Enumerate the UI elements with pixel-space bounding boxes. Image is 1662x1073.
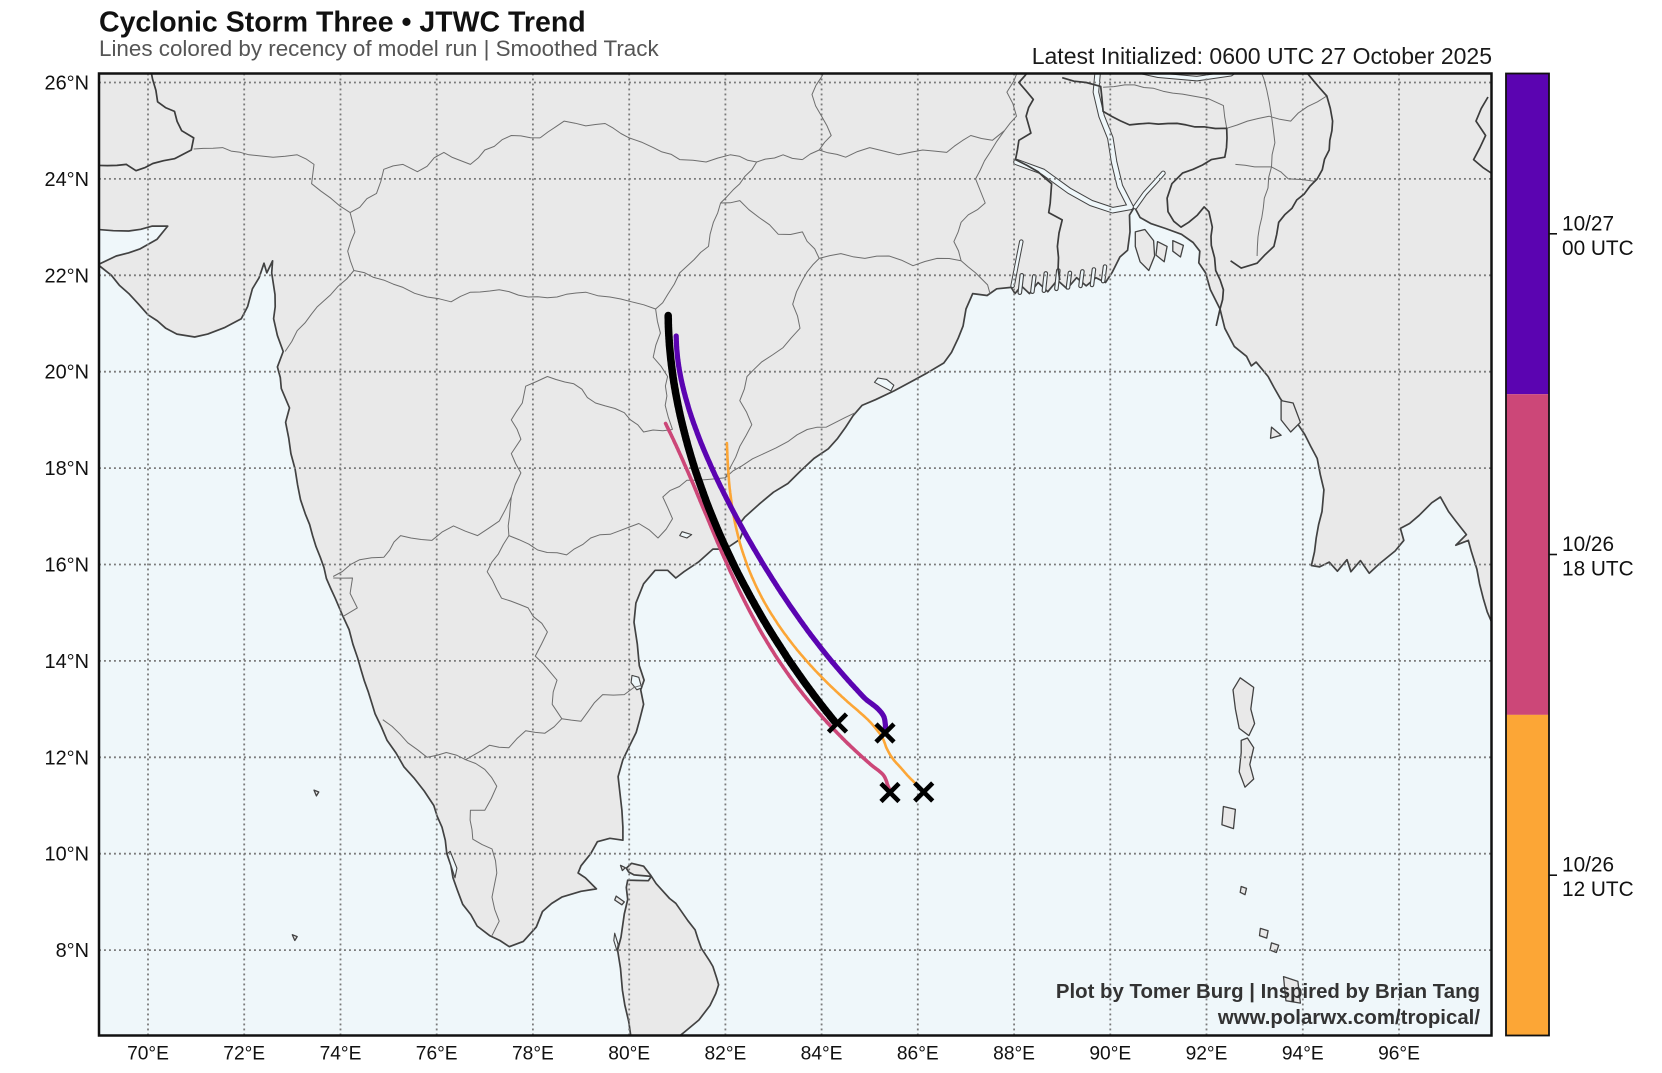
- svg-text:10/27: 10/27: [1562, 212, 1614, 235]
- svg-text:Plot by Tomer Burg | Inspired: Plot by Tomer Burg | Inspired by Brian T…: [1056, 981, 1480, 1003]
- svg-text:00 UTC: 00 UTC: [1562, 237, 1634, 260]
- svg-text:74°E: 74°E: [320, 1044, 362, 1065]
- svg-text:www.polarwx.com/tropical/: www.polarwx.com/tropical/: [1217, 1007, 1480, 1029]
- svg-text:8°N: 8°N: [56, 940, 89, 962]
- svg-text:90°E: 90°E: [1089, 1044, 1131, 1065]
- svg-text:18°N: 18°N: [45, 458, 89, 480]
- svg-text:12°N: 12°N: [45, 747, 89, 769]
- svg-text:82°E: 82°E: [704, 1044, 746, 1065]
- svg-text:86°E: 86°E: [897, 1044, 939, 1065]
- svg-text:14°N: 14°N: [45, 651, 89, 673]
- svg-text:92°E: 92°E: [1186, 1044, 1228, 1065]
- svg-text:96°E: 96°E: [1378, 1044, 1420, 1065]
- svg-text:10/26: 10/26: [1562, 533, 1614, 556]
- svg-text:78°E: 78°E: [512, 1044, 554, 1065]
- svg-text:22°N: 22°N: [45, 265, 89, 287]
- svg-text:18 UTC: 18 UTC: [1562, 558, 1634, 581]
- svg-text:94°E: 94°E: [1282, 1044, 1324, 1065]
- svg-text:Lines colored by recency of mo: Lines colored by recency of model run | …: [99, 36, 659, 61]
- svg-text:70°E: 70°E: [127, 1044, 169, 1065]
- svg-text:16°N: 16°N: [45, 555, 89, 577]
- svg-text:20°N: 20°N: [45, 362, 89, 384]
- svg-text:Latest Initialized: 0600 UTC 2: Latest Initialized: 0600 UTC 27 October …: [1032, 43, 1492, 69]
- svg-text:84°E: 84°E: [801, 1044, 843, 1065]
- svg-text:26°N: 26°N: [45, 73, 89, 95]
- svg-text:76°E: 76°E: [416, 1044, 458, 1065]
- svg-text:88°E: 88°E: [993, 1044, 1035, 1065]
- svg-text:10°N: 10°N: [45, 844, 89, 866]
- svg-text:72°E: 72°E: [223, 1044, 265, 1065]
- svg-text:12 UTC: 12 UTC: [1562, 878, 1634, 901]
- svg-text:10/26: 10/26: [1562, 854, 1614, 877]
- svg-text:Cyclonic Storm Three • JTWC Tr: Cyclonic Storm Three • JTWC Trend: [99, 7, 586, 39]
- svg-text:80°E: 80°E: [608, 1044, 650, 1065]
- svg-text:24°N: 24°N: [45, 169, 89, 191]
